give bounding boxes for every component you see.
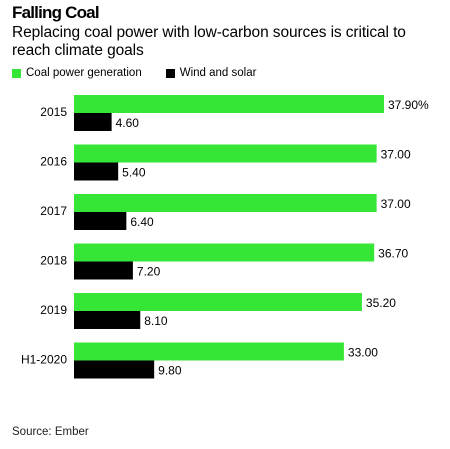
- category-label-2018: 2018: [40, 254, 67, 268]
- category-label-2015: 2015: [40, 105, 67, 119]
- legend-swatch-coal: [12, 68, 21, 78]
- data-label-coal-2017: 37.00: [381, 197, 411, 211]
- bar-wind-solar-2019: [74, 311, 141, 329]
- legend-label-wind-solar: Wind and solar: [179, 67, 257, 79]
- data-label-wind-solar-2015: 4.60: [116, 116, 140, 130]
- bar-wind-solar-2018: [74, 261, 133, 280]
- data-label-coal-2019: 35.20: [366, 296, 396, 310]
- data-label-wind-solar-h1-2020: 9.80: [158, 364, 182, 378]
- bar-wind-solar-2015: [74, 113, 112, 131]
- bar-wind-solar-2017: [74, 212, 127, 230]
- bar-coal-2019: [74, 293, 362, 311]
- bar-coal-2018: [74, 243, 375, 262]
- bar-coal-h1-2020: [74, 342, 344, 361]
- chart-subtitle: Replacing coal power with low-carbon sou…: [12, 24, 406, 59]
- category-label-h1-2020: H1-2020: [21, 353, 67, 367]
- bar-coal-2016: [74, 144, 377, 163]
- bar-coal-2015: [74, 95, 384, 113]
- legend-swatch-wind-solar: [165, 68, 175, 78]
- bar-wind-solar-h1-2020: [74, 360, 155, 379]
- data-label-coal-2015: 37.90%: [388, 98, 429, 112]
- legend: Coal power generation Wind and solar: [12, 67, 280, 79]
- bar-wind-solar-2016: [74, 162, 119, 181]
- data-label-wind-solar-2017: 6.40: [130, 215, 154, 229]
- source-note: Source: Ember: [12, 426, 89, 438]
- category-label-2016: 2016: [40, 155, 67, 169]
- bar-coal-2017: [74, 194, 377, 212]
- category-label-2019: 2019: [40, 303, 67, 317]
- category-label-2017: 2017: [40, 204, 67, 218]
- data-label-wind-solar-2016: 5.40: [122, 166, 146, 180]
- legend-item-coal: Coal power generation: [12, 67, 142, 79]
- data-label-wind-solar-2018: 7.20: [137, 265, 161, 279]
- data-label-coal-2016: 37.00: [381, 148, 411, 162]
- data-label-coal-h1-2020: 33.00: [348, 346, 378, 360]
- data-label-coal-2018: 36.70: [378, 247, 408, 261]
- legend-item-wind-solar: Wind and solar: [165, 67, 257, 79]
- data-label-wind-solar-2019: 8.10: [144, 314, 168, 328]
- chart-title: Falling Coal: [12, 3, 100, 22]
- legend-label-coal: Coal power generation: [26, 67, 142, 79]
